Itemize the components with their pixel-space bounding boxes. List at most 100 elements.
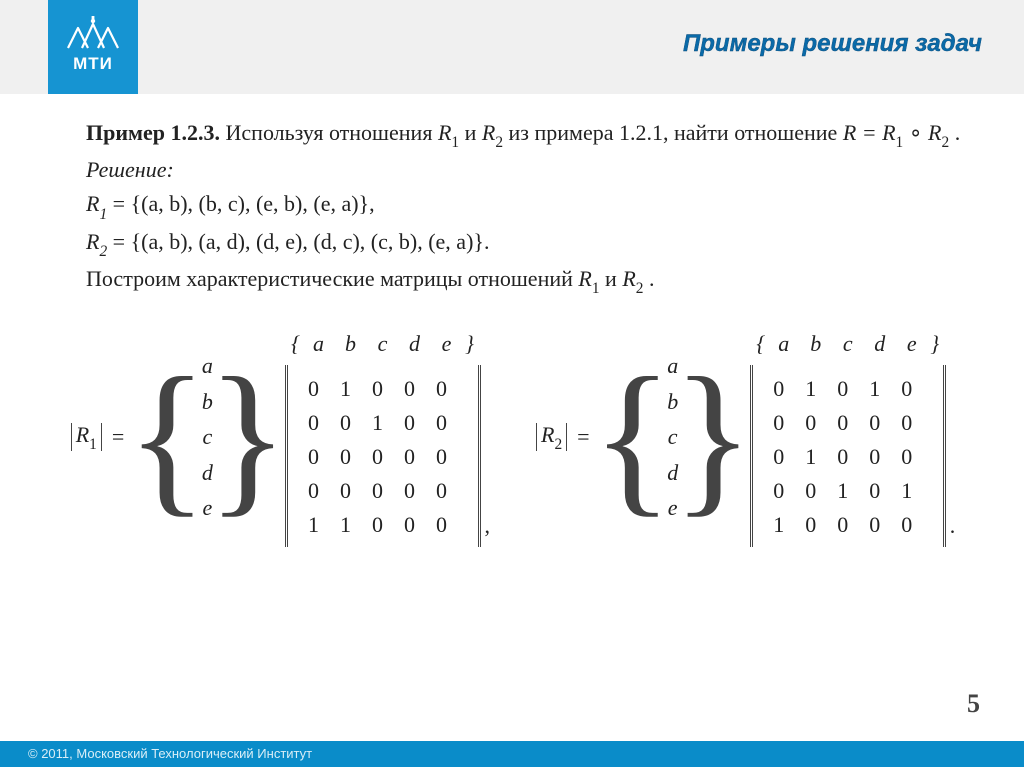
- sub1: 1: [451, 134, 459, 151]
- matrix-cell: 1: [827, 473, 859, 507]
- grid2: 0101000000010000010110000: [763, 371, 923, 541]
- matrix-r1: R1 = { abcde } { a b c d e } 010000: [69, 327, 490, 547]
- para1-b: из примера 1.2.1, найти отношение: [503, 120, 843, 145]
- R-sym: R: [622, 266, 635, 291]
- matrix-r2: R2 = { abcde } { a b c d e } 010100: [534, 327, 955, 547]
- matrix-row: 00100: [298, 405, 458, 439]
- and-word: и: [600, 266, 623, 291]
- matrix-cell: 0: [362, 507, 394, 541]
- matrix-row: 11000: [298, 507, 458, 541]
- set1-val: = {(a, b), (b, c), (e, b), (e, a)},: [107, 191, 374, 216]
- matrix-cell: 0: [298, 405, 330, 439]
- matrix-cell: 0: [362, 371, 394, 405]
- period: .: [949, 120, 960, 145]
- R-sym: R: [578, 266, 591, 291]
- R-sym: R: [482, 120, 495, 145]
- matrix-cell: 0: [298, 371, 330, 405]
- matrix-row: 10000: [763, 507, 923, 541]
- top-bar: МТИ Примеры решения задач: [0, 0, 1024, 94]
- matrix-cell: 1: [763, 507, 795, 541]
- matrix-cell: 0: [859, 473, 891, 507]
- colhdr: a: [768, 327, 800, 361]
- colhdr: b: [800, 327, 832, 361]
- compose: ∘: [903, 120, 928, 145]
- matrix-cell: 0: [763, 405, 795, 439]
- colhdr: c: [367, 327, 399, 361]
- hdr-open: {: [754, 327, 768, 361]
- matrix-cell: 0: [426, 473, 458, 507]
- sub2: 2: [636, 280, 644, 297]
- matrix-cell: 0: [394, 507, 426, 541]
- build-text-a: Построим характеристические матрицы отно…: [86, 266, 578, 291]
- eq-R: R = R: [843, 120, 896, 145]
- matrix-cell: 0: [394, 439, 426, 473]
- colhdr: d: [864, 327, 896, 361]
- matrix-row: 00101: [763, 473, 923, 507]
- colhdr: a: [303, 327, 335, 361]
- mat1-trail: ,: [485, 509, 491, 543]
- footer-text: © 2011, Московский Технологический Инсти…: [28, 746, 312, 761]
- matrix-cell: 0: [394, 473, 426, 507]
- matrix-cell: 0: [426, 507, 458, 541]
- colhdr: e: [431, 327, 463, 361]
- brace-wrap-2: { abcde }: [598, 348, 748, 526]
- brace-wrap-1: { abcde }: [132, 348, 282, 526]
- matrix-cell: 0: [795, 507, 827, 541]
- grid1: 0100000100000000000011000: [298, 371, 458, 541]
- matrix-row: 00000: [298, 439, 458, 473]
- matrix-cell: 1: [330, 507, 362, 541]
- header-title: Примеры решения задач: [683, 30, 982, 58]
- matrix-cell: 0: [891, 439, 923, 473]
- matrix-row: 00000: [763, 405, 923, 439]
- content-area: Пример 1.2.3. Используя отношения R1 и R…: [0, 94, 1024, 547]
- norm-r2: R2: [536, 423, 567, 452]
- matrix-cell: 1: [298, 507, 330, 541]
- lbrace-icon: {: [592, 368, 674, 507]
- matrix-cell: 1: [362, 405, 394, 439]
- matrix-cell: 1: [891, 473, 923, 507]
- matrix-cell: 1: [330, 371, 362, 405]
- mat1-sub: 1: [89, 436, 97, 453]
- matrix-cell: 0: [795, 473, 827, 507]
- page-number: 5: [967, 689, 980, 719]
- matrix-cell: 0: [795, 405, 827, 439]
- R-sym: R: [438, 120, 451, 145]
- matrix2-grid: 0101000000010000010110000: [750, 365, 946, 547]
- example-statement: Пример 1.2.3. Используя отношения R1 и R…: [38, 116, 986, 153]
- matrix-cell: 0: [394, 405, 426, 439]
- set2-lhs: R: [86, 229, 99, 254]
- matrix-row: 01000: [298, 371, 458, 405]
- matrix-cell: 0: [859, 507, 891, 541]
- sub1: 1: [592, 280, 600, 297]
- col-headers-2: { a b c d e }: [748, 327, 948, 361]
- r1-set: R1 = {(a, b), (b, c), (e, b), (e, a)},: [38, 187, 986, 224]
- rbrace-icon: }: [672, 368, 754, 507]
- set2-sub: 2: [99, 243, 107, 260]
- matrix-cell: 0: [891, 507, 923, 541]
- matrix-cell: 0: [859, 439, 891, 473]
- matrix-cell: 0: [827, 371, 859, 405]
- matrix-cell: 0: [891, 405, 923, 439]
- matrix-cell: 0: [426, 439, 458, 473]
- hdr-close: }: [463, 327, 477, 361]
- colhdr: e: [896, 327, 928, 361]
- matrix-cell: 0: [763, 473, 795, 507]
- matrices-row: R1 = { abcde } { a b c d e } 010000: [38, 327, 986, 547]
- matrix-cell: 0: [362, 473, 394, 507]
- and-word: и: [459, 120, 482, 145]
- matrix1-col: { a b c d e } 0100000100000000000011000: [283, 327, 483, 547]
- mat2-trail: .: [950, 509, 956, 543]
- matrix-cell: 0: [827, 507, 859, 541]
- set1-sub: 1: [99, 206, 107, 223]
- matrix-cell: 1: [859, 371, 891, 405]
- mat1-name: R: [76, 422, 89, 447]
- R-sym: R: [928, 120, 941, 145]
- colhdr: b: [335, 327, 367, 361]
- matrix-cell: 0: [298, 473, 330, 507]
- colhdr: d: [399, 327, 431, 361]
- sub2: 2: [941, 134, 949, 151]
- matrix-row: 00000: [298, 473, 458, 507]
- col-headers-1: { a b c d e }: [283, 327, 483, 361]
- rbrace-icon: }: [207, 368, 289, 507]
- sub1: 1: [896, 134, 904, 151]
